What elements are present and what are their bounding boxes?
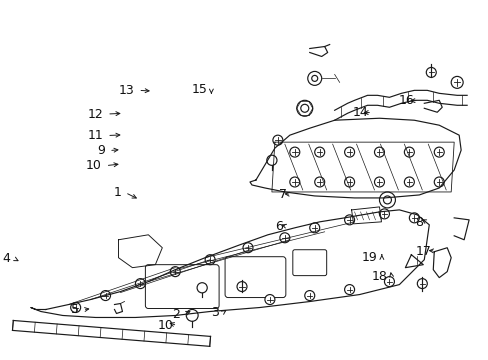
Text: 18: 18 [371, 270, 387, 283]
Circle shape [433, 177, 443, 187]
Text: 17: 17 [415, 244, 430, 257]
Circle shape [300, 104, 308, 112]
Circle shape [383, 196, 390, 204]
Text: 1: 1 [113, 186, 121, 199]
Text: 10: 10 [157, 319, 173, 332]
Circle shape [304, 291, 314, 301]
Circle shape [344, 285, 354, 294]
Circle shape [296, 100, 312, 116]
Circle shape [344, 147, 354, 157]
Text: 15: 15 [191, 83, 207, 96]
Circle shape [344, 177, 354, 187]
Circle shape [186, 310, 198, 321]
Text: 14: 14 [352, 106, 367, 119]
Text: 16: 16 [398, 94, 414, 107]
Text: 6: 6 [275, 220, 283, 233]
Circle shape [264, 294, 274, 305]
Circle shape [101, 291, 110, 301]
Text: 2: 2 [171, 308, 179, 321]
Circle shape [426, 67, 435, 77]
Circle shape [307, 71, 321, 85]
Circle shape [311, 75, 317, 81]
Circle shape [197, 283, 207, 293]
Text: 3: 3 [210, 306, 218, 319]
Circle shape [344, 215, 354, 225]
Circle shape [289, 147, 299, 157]
Circle shape [135, 279, 145, 289]
Circle shape [266, 155, 276, 165]
Text: 7: 7 [279, 188, 286, 201]
Circle shape [205, 255, 215, 265]
Circle shape [314, 177, 324, 187]
Circle shape [237, 282, 246, 292]
Circle shape [379, 192, 395, 208]
Text: 5: 5 [71, 303, 79, 316]
Circle shape [450, 76, 462, 88]
Text: 4: 4 [3, 252, 11, 265]
Circle shape [374, 147, 384, 157]
Circle shape [416, 279, 427, 289]
Circle shape [309, 223, 319, 233]
Circle shape [243, 243, 252, 253]
Text: 9: 9 [97, 144, 105, 157]
Circle shape [433, 147, 443, 157]
Circle shape [314, 147, 324, 157]
Circle shape [408, 213, 419, 223]
Text: 11: 11 [87, 129, 103, 142]
Circle shape [170, 267, 180, 276]
Circle shape [272, 135, 282, 145]
Circle shape [71, 302, 81, 312]
Text: 13: 13 [118, 84, 134, 97]
Circle shape [374, 177, 384, 187]
Circle shape [404, 177, 413, 187]
Circle shape [404, 147, 413, 157]
Circle shape [289, 177, 299, 187]
Text: 8: 8 [414, 216, 422, 229]
Text: 12: 12 [87, 108, 103, 121]
Text: 10: 10 [85, 159, 102, 172]
Circle shape [384, 276, 394, 287]
Circle shape [279, 233, 289, 243]
Text: 19: 19 [362, 251, 377, 264]
Circle shape [379, 209, 388, 219]
